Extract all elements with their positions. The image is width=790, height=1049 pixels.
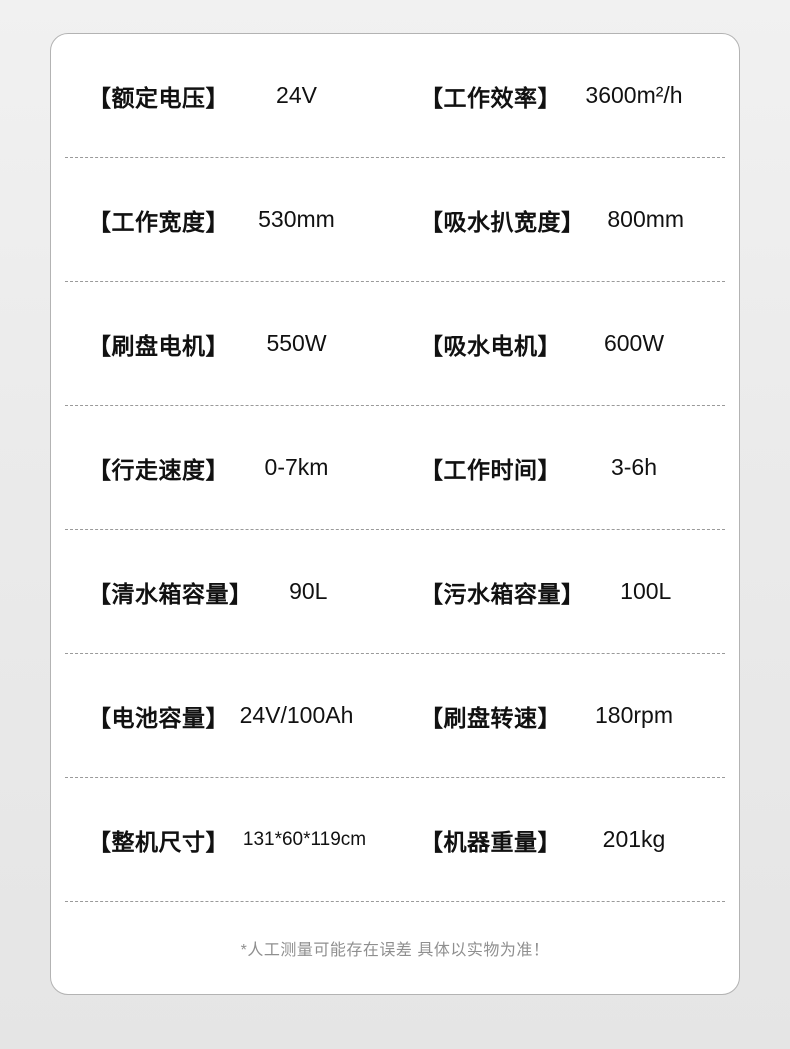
dashed-divider <box>65 653 725 654</box>
dashed-divider <box>65 901 725 902</box>
spec-pair-suction-motor: 【吸水电机】 600W <box>420 327 713 361</box>
spec-label: 【整机尺寸】 <box>88 828 229 855</box>
spec-row: 【清水箱容量】 90L 【污水箱容量】 100L <box>51 530 739 653</box>
spec-pair-battery-capacity: 【电池容量】 24V/100Ah <box>88 699 420 733</box>
spec-label: 【工作时间】 <box>420 456 561 483</box>
dashed-divider <box>65 405 725 406</box>
spec-pair-dirty-tank: 【污水箱容量】 100L <box>420 575 713 609</box>
spec-label: 【吸水电机】 <box>420 332 561 359</box>
spec-value: 3600m²/h <box>585 82 683 108</box>
spec-value: 180rpm <box>595 702 673 728</box>
dashed-divider <box>65 777 725 778</box>
spec-row: 【整机尺寸】 131*60*119cm 【机器重量】 201kg <box>51 778 739 901</box>
spec-value: 600W <box>603 330 665 356</box>
spec-label: 【刷盘转速】 <box>420 704 561 731</box>
spec-value: 550W <box>266 330 327 356</box>
spec-value: 24V <box>276 82 317 108</box>
spec-pair-work-time: 【工作时间】 3-6h <box>420 451 713 485</box>
spec-row: 【刷盘电机】 550W 【吸水电机】 600W <box>51 282 739 405</box>
spec-pair-squeegee-width: 【吸水扒宽度】 800mm <box>420 203 713 237</box>
spec-pair-work-efficiency: 【工作效率】 3600m²/h <box>420 79 713 113</box>
spec-value: 800mm <box>607 206 685 232</box>
spec-value: 201kg <box>602 826 666 852</box>
spec-label: 【工作效率】 <box>420 84 561 111</box>
spec-label: 【行走速度】 <box>88 456 229 483</box>
spec-label: 【刷盘电机】 <box>88 332 229 359</box>
spec-pair-brush-motor: 【刷盘电机】 550W <box>88 327 420 361</box>
spec-pair-machine-size: 【整机尺寸】 131*60*119cm <box>88 823 420 857</box>
spec-label: 【机器重量】 <box>420 828 561 855</box>
spec-value: 3-6h <box>610 454 658 480</box>
spec-row: 【额定电压】 24V 【工作效率】 3600m²/h <box>51 34 739 157</box>
spec-pair-rated-voltage: 【额定电压】 24V <box>88 79 420 113</box>
spec-row: 【行走速度】 0-7km 【工作时间】 3-6h <box>51 406 739 529</box>
spec-pair-travel-speed: 【行走速度】 0-7km <box>88 451 420 485</box>
spec-label: 【额定电压】 <box>88 84 229 111</box>
spec-label: 【污水箱容量】 <box>420 580 585 607</box>
spec-row: 【工作宽度】 530mm 【吸水扒宽度】 800mm <box>51 158 739 281</box>
disclaimer-note: *人工测量可能存在误差 具体以实物为准！ <box>240 942 550 959</box>
spec-value: 530mm <box>258 206 335 232</box>
card-footer: *人工测量可能存在误差 具体以实物为准！ <box>51 902 739 994</box>
spec-value: 0-7km <box>264 454 329 480</box>
spec-pair-clean-tank: 【清水箱容量】 90L <box>88 575 420 609</box>
spec-value: 24V/100Ah <box>239 702 354 728</box>
spec-pair-brush-speed: 【刷盘转速】 180rpm <box>420 699 713 733</box>
spec-label: 【工作宽度】 <box>88 208 229 235</box>
spec-pair-machine-weight: 【机器重量】 201kg <box>420 823 713 857</box>
dashed-divider <box>65 157 725 158</box>
spec-label: 【吸水扒宽度】 <box>420 208 585 235</box>
spec-pair-work-width: 【工作宽度】 530mm <box>88 203 420 237</box>
spec-value: 100L <box>620 578 672 604</box>
dashed-divider <box>65 529 725 530</box>
spec-label: 【电池容量】 <box>88 704 229 731</box>
dashed-divider <box>65 281 725 282</box>
spec-card: 【额定电压】 24V 【工作效率】 3600m²/h 【工作宽度】 530mm … <box>50 33 740 995</box>
spec-label: 【清水箱容量】 <box>88 580 253 607</box>
spec-value: 131*60*119cm <box>242 828 367 850</box>
spec-value: 90L <box>289 578 328 604</box>
spec-row: 【电池容量】 24V/100Ah 【刷盘转速】 180rpm <box>51 654 739 777</box>
